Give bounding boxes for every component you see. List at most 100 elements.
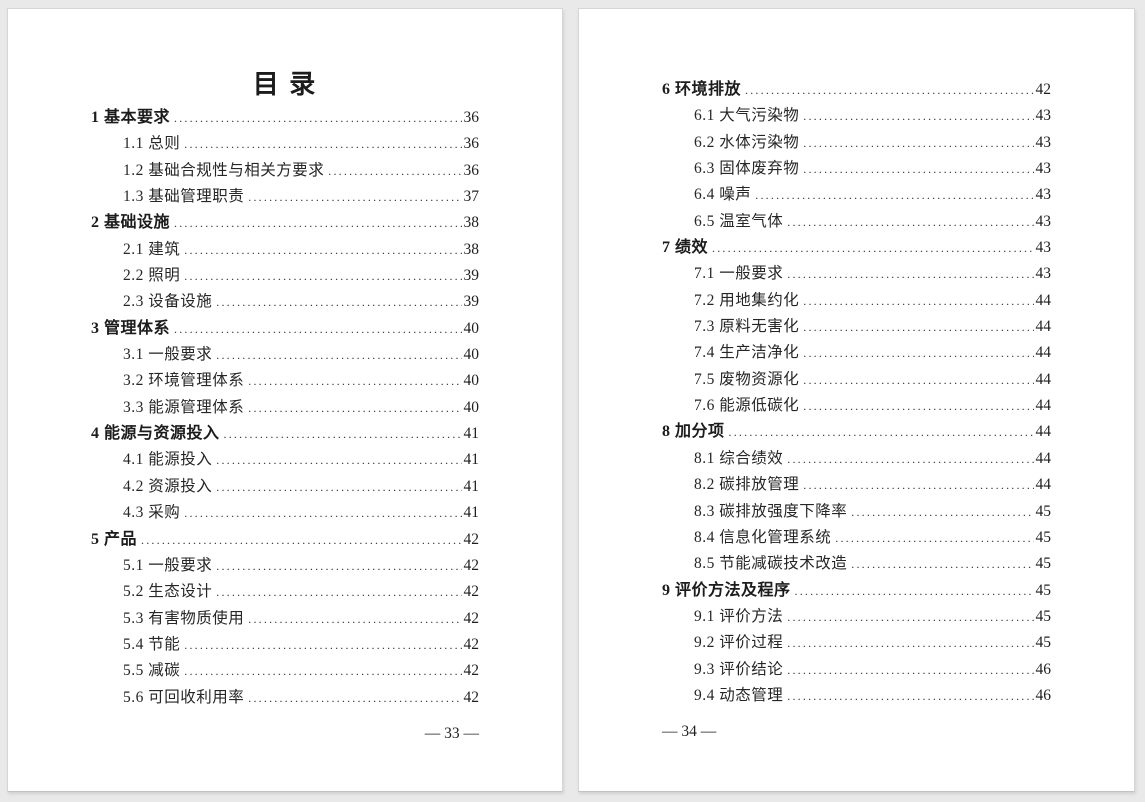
page-33: 目 录 1 基本要求 .............................… <box>7 8 563 792</box>
toc-entry-page: 40 <box>463 372 480 390</box>
toc-entry: 1 基本要求 .................................… <box>91 105 479 131</box>
toc-entry-page: 38 <box>463 214 480 232</box>
toc-entry-page: 44 <box>1035 476 1052 494</box>
toc-entry-page: 46 <box>1035 686 1052 704</box>
toc-leader-dots: ........................................… <box>184 637 461 652</box>
toc-entry: 5.4 节能 .................................… <box>91 632 479 658</box>
toc-entry-label: 7.1 一般要求 <box>694 265 784 283</box>
toc-entry-page: 42 <box>463 556 480 574</box>
toc-leader-dots: ........................................… <box>216 479 462 494</box>
toc-entry: 2.1 建筑 .................................… <box>91 237 479 263</box>
toc-entry-page: 40 <box>463 319 480 337</box>
toc-entry: 3 管理体系 .................................… <box>91 316 479 342</box>
toc-entry: 7.3 原料无害化 ..............................… <box>662 314 1051 340</box>
toc-entry-page: 44 <box>1035 344 1052 362</box>
toc-entry-page: 36 <box>463 161 480 179</box>
toc-entry-page: 43 <box>1035 239 1052 257</box>
toc-leader-dots: ........................................… <box>851 557 1034 572</box>
toc-entry-label: 7.3 原料无害化 <box>694 318 800 336</box>
toc-entry: 1.1 总则 .................................… <box>91 131 479 157</box>
toc-entry-page: 42 <box>463 688 480 706</box>
toc-entry-page: 45 <box>1035 634 1052 652</box>
toc-entry-page: 44 <box>1035 423 1052 441</box>
toc-entry: 3.3 能源管理体系 .............................… <box>91 395 479 421</box>
toc-entry-label: 7.4 生产洁净化 <box>694 344 800 362</box>
toc-entry: 7.2 用地集约化 ..............................… <box>662 288 1051 314</box>
toc-entry: 7.5 废物资源化 ..............................… <box>662 367 1051 393</box>
toc-entry-label: 6.4 噪声 <box>694 186 752 204</box>
toc-leader-dots: ........................................… <box>787 609 1034 624</box>
toc-entry: 9.4 动态管理 ...............................… <box>662 683 1051 709</box>
toc-leader-dots: ........................................… <box>184 242 461 257</box>
toc-entry: 8.1 综合绩效 ...............................… <box>662 446 1051 472</box>
toc-entry-page: 43 <box>1035 265 1052 283</box>
toc-entry-label: 3.2 环境管理体系 <box>123 372 245 390</box>
toc-entry: 5.2 生态设计 ...............................… <box>91 579 479 605</box>
toc-leader-dots: ........................................… <box>184 506 461 521</box>
toc-entry: 9.1 评价方法 ...............................… <box>662 604 1051 630</box>
toc-entry-page: 39 <box>463 267 480 285</box>
toc-entry-page: 39 <box>463 293 480 311</box>
toc-entry-page: 44 <box>1035 370 1052 388</box>
toc-leader-dots: ........................................… <box>851 504 1034 519</box>
toc-leader-dots: ........................................… <box>248 690 462 705</box>
toc-entry: 9.3 评价结论 ...............................… <box>662 657 1051 683</box>
toc-entry-label: 8.3 碳排放强度下降率 <box>694 502 848 520</box>
toc-title: 目 录 <box>252 70 318 99</box>
toc-leader-dots: ........................................… <box>803 478 1033 493</box>
toc-entry: 5 产品 ...................................… <box>91 527 479 553</box>
toc-entry-page: 45 <box>1035 528 1052 546</box>
toc-entry-label: 9.2 评价过程 <box>694 634 784 652</box>
toc-entry: 8.2 碳排放管理 ..............................… <box>662 472 1051 498</box>
toc-entry-label: 1.3 基础管理职责 <box>123 188 245 206</box>
toc-entry: 6.1 大气污染物 ..............................… <box>662 103 1051 129</box>
toc-entry-label: 5.3 有害物质使用 <box>123 609 245 627</box>
toc-entry-page: 43 <box>1035 186 1052 204</box>
toc-list-right: 6 环境排放 .................................… <box>662 77 1051 709</box>
toc-entry-label: 6.5 温室气体 <box>694 212 784 230</box>
toc-entry-page: 42 <box>463 662 480 680</box>
toc-entry-page: 38 <box>463 240 480 258</box>
toc-entry: 1.2 基础合规性与相关方要求 ........................… <box>91 158 479 184</box>
toc-entry-page: 36 <box>463 135 480 153</box>
toc-entry: 3.1 一般要求 ...............................… <box>91 342 479 368</box>
toc-entry-page: 45 <box>1035 555 1052 573</box>
toc-leader-dots: ........................................… <box>755 188 1033 203</box>
toc-entry: 6.4 噪声 .................................… <box>662 182 1051 208</box>
toc-leader-dots: ........................................… <box>248 400 462 415</box>
toc-entry: 7.1 一般要求 ...............................… <box>662 261 1051 287</box>
toc-entry-label: 6 环境排放 <box>662 81 742 98</box>
toc-entry: 3.2 环境管理体系 .............................… <box>91 368 479 394</box>
toc-entry-label: 8.4 信息化管理系统 <box>694 528 832 546</box>
toc-entry: 2.2 照明 .................................… <box>91 263 479 289</box>
toc-entry: 4.2 资源投入 ...............................… <box>91 474 479 500</box>
toc-leader-dots: ........................................… <box>787 451 1034 466</box>
toc-leader-dots: ........................................… <box>787 688 1034 703</box>
toc-entry-page: 44 <box>1035 318 1052 336</box>
toc-entry-label: 9.4 动态管理 <box>694 686 784 704</box>
toc-entry-label: 1.2 基础合规性与相关方要求 <box>123 161 325 179</box>
toc-entry-label: 5.4 节能 <box>123 635 181 653</box>
toc-leader-dots: ........................................… <box>248 374 462 389</box>
toc-leader-dots: ........................................… <box>803 372 1033 387</box>
toc-entry-label: 4 能源与资源投入 <box>91 425 220 443</box>
toc-entry-label: 3 管理体系 <box>91 319 171 337</box>
toc-entry-page: 46 <box>1035 660 1052 678</box>
toc-leader-dots: ........................................… <box>787 636 1034 651</box>
toc-list-left: 1 基本要求 .................................… <box>91 105 479 711</box>
toc-entry-page: 42 <box>463 583 480 601</box>
toc-leader-dots: ........................................… <box>174 216 461 231</box>
toc-entry-page: 44 <box>1035 449 1052 467</box>
toc-entry-label: 5 产品 <box>91 530 138 548</box>
toc-leader-dots: ........................................… <box>216 453 462 468</box>
toc-entry-page: 42 <box>1035 81 1052 98</box>
toc-entry-label: 8.5 节能减碳技术改造 <box>694 555 848 573</box>
toc-leader-dots: ........................................… <box>712 241 1034 256</box>
toc-entry: 8 加分项 ..................................… <box>662 419 1051 445</box>
toc-entry: 7.6 能源低碳化 ..............................… <box>662 393 1051 419</box>
toc-entry-label: 9 评价方法及程序 <box>662 581 791 599</box>
toc-entry: 2 基础设施 .................................… <box>91 210 479 236</box>
toc-entry-label: 7.6 能源低碳化 <box>694 397 800 415</box>
toc-leader-dots: ........................................… <box>216 558 462 573</box>
toc-leader-dots: ........................................… <box>803 320 1033 335</box>
